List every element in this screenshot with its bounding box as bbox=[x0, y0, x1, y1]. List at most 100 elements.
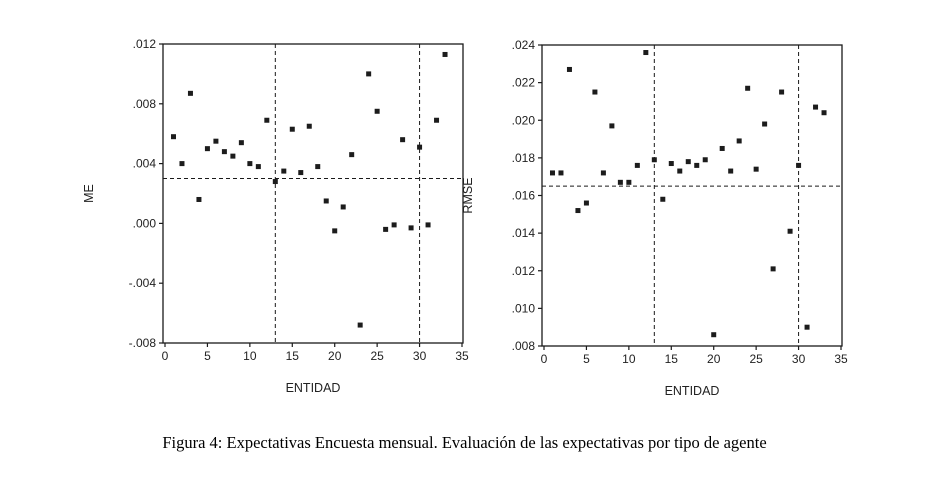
data-point bbox=[685, 159, 691, 165]
x-tick-label: 35 bbox=[834, 352, 848, 366]
data-point bbox=[549, 170, 555, 176]
data-point bbox=[170, 134, 176, 140]
data-point bbox=[425, 222, 431, 228]
data-point bbox=[187, 90, 193, 96]
data-point bbox=[442, 51, 448, 57]
data-point bbox=[374, 108, 380, 114]
data-point bbox=[677, 168, 683, 174]
figure-caption: Figura 4: Expectativas Encuesta mensual.… bbox=[162, 433, 767, 452]
data-point bbox=[366, 71, 372, 77]
data-point bbox=[383, 226, 389, 232]
data-point bbox=[332, 228, 338, 234]
data-point bbox=[609, 123, 615, 129]
data-point bbox=[770, 266, 776, 272]
data-point bbox=[221, 149, 227, 155]
x-tick-label: 15 bbox=[665, 352, 679, 366]
scatter-plots-canvas: .012 .008 .004 .000 -.004 -.008 0 5 10 15 20 25 30 35… bbox=[82, 37, 848, 398]
y-tick-label: .008 bbox=[133, 97, 157, 111]
data-point bbox=[306, 123, 312, 129]
y-tick-label: .020 bbox=[512, 113, 536, 127]
rmse-by-entity-chart: .024 .022 .020 .018 .016 .014 .012 .010 .008 0 5 10… bbox=[461, 38, 848, 398]
data-point bbox=[592, 89, 598, 95]
y-tick-label: .018 bbox=[512, 151, 536, 165]
data-point bbox=[779, 89, 785, 95]
y-tick-label: -.008 bbox=[129, 336, 157, 350]
data-point bbox=[179, 161, 185, 167]
data-point bbox=[281, 168, 287, 174]
x-axis-label: ENTIDAD bbox=[665, 384, 720, 398]
data-point bbox=[821, 110, 827, 116]
x-tick-label: 0 bbox=[162, 349, 169, 363]
y-axis-label: RMSE bbox=[461, 177, 475, 213]
data-point bbox=[323, 198, 329, 204]
x-tick-label: 25 bbox=[749, 352, 763, 366]
x-tick-label: 30 bbox=[792, 352, 806, 366]
data-point bbox=[213, 138, 219, 144]
data-point bbox=[575, 208, 581, 214]
data-point bbox=[660, 196, 666, 202]
data-point bbox=[762, 121, 768, 127]
data-point bbox=[787, 228, 793, 234]
data-point bbox=[400, 137, 406, 143]
data-point bbox=[230, 153, 236, 159]
y-tick-label: .014 bbox=[512, 226, 536, 240]
y-tick-label: .010 bbox=[512, 301, 536, 315]
data-point bbox=[298, 170, 304, 176]
y-axis-label: ME bbox=[82, 184, 96, 203]
data-point bbox=[408, 225, 414, 231]
data-point bbox=[238, 140, 244, 146]
data-point bbox=[434, 117, 440, 123]
data-point bbox=[643, 50, 649, 56]
data-point bbox=[626, 179, 632, 185]
y-tick-label: .022 bbox=[512, 76, 536, 90]
data-point bbox=[651, 157, 657, 163]
x-tick-label: 20 bbox=[707, 352, 721, 366]
data-point bbox=[391, 222, 397, 228]
data-point bbox=[694, 162, 700, 168]
x-tick-label: 30 bbox=[413, 349, 427, 363]
data-point bbox=[600, 170, 606, 176]
y-tick-label: .004 bbox=[133, 157, 157, 171]
x-tick-label: 25 bbox=[370, 349, 384, 363]
data-point bbox=[728, 168, 734, 174]
data-point bbox=[247, 161, 253, 167]
data-point bbox=[272, 179, 278, 185]
data-point bbox=[264, 117, 270, 123]
y-tick-label: .024 bbox=[512, 38, 536, 52]
data-point bbox=[813, 104, 819, 110]
data-point bbox=[668, 161, 674, 167]
me-by-entity-chart: .012 .008 .004 .000 -.004 -.008 0 5 10 15 20 25 30 35… bbox=[82, 37, 469, 395]
x-tick-label: 10 bbox=[243, 349, 257, 363]
data-point bbox=[617, 179, 623, 185]
data-point bbox=[711, 332, 717, 338]
x-tick-label: 0 bbox=[541, 352, 548, 366]
y-tick-label: .000 bbox=[133, 216, 157, 230]
x-tick-label: 5 bbox=[583, 352, 590, 366]
data-point bbox=[634, 162, 640, 168]
data-point bbox=[315, 164, 321, 170]
y-tick-label: .012 bbox=[512, 264, 536, 278]
x-tick-label: 35 bbox=[455, 349, 469, 363]
data-point bbox=[566, 66, 572, 72]
x-tick-label: 15 bbox=[286, 349, 300, 363]
plot-frame bbox=[541, 44, 843, 347]
data-point bbox=[417, 144, 423, 150]
data-point bbox=[736, 138, 742, 144]
data-point bbox=[719, 145, 725, 151]
data-point bbox=[357, 322, 363, 328]
data-point bbox=[289, 126, 295, 132]
data-point bbox=[340, 204, 346, 210]
y-tick-label: .012 bbox=[133, 37, 157, 51]
data-point bbox=[796, 162, 802, 168]
data-point bbox=[745, 85, 751, 91]
data-point bbox=[583, 200, 589, 206]
x-tick-label: 20 bbox=[328, 349, 342, 363]
y-tick-label: -.004 bbox=[129, 276, 157, 290]
data-point bbox=[204, 146, 210, 152]
x-tick-label: 10 bbox=[622, 352, 636, 366]
data-point bbox=[753, 166, 759, 172]
data-point bbox=[804, 324, 810, 330]
data-point bbox=[255, 164, 261, 170]
x-tick-label: 5 bbox=[204, 349, 211, 363]
